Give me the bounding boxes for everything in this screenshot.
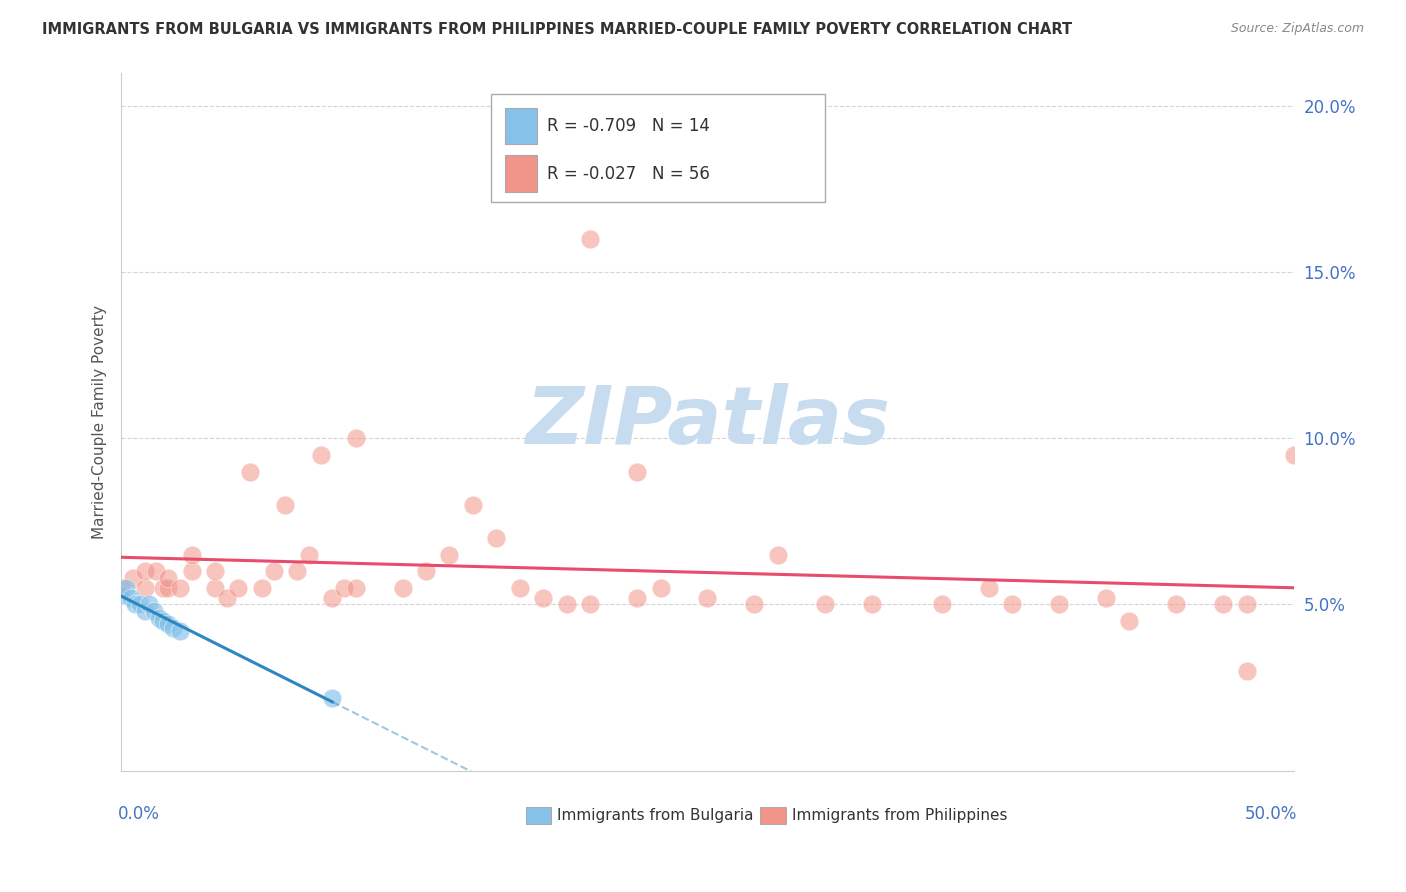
Point	[626, 465, 648, 479]
Text: 50.0%: 50.0%	[1244, 805, 1298, 823]
Point	[555, 598, 578, 612]
Point	[157, 581, 180, 595]
Point	[134, 581, 156, 595]
Point	[152, 581, 174, 595]
Point	[321, 690, 343, 705]
Point	[814, 598, 837, 612]
Point	[162, 621, 184, 635]
Point	[120, 591, 142, 605]
Point	[1047, 598, 1070, 612]
Point	[1095, 591, 1118, 605]
Text: IMMIGRANTS FROM BULGARIA VS IMMIGRANTS FROM PHILIPPINES MARRIED-COUPLE FAMILY PO: IMMIGRANTS FROM BULGARIA VS IMMIGRANTS F…	[42, 22, 1073, 37]
Point	[344, 431, 367, 445]
Point	[1212, 598, 1234, 612]
Text: 0.0%: 0.0%	[118, 805, 159, 823]
Point	[1236, 664, 1258, 678]
Point	[263, 564, 285, 578]
Point	[157, 571, 180, 585]
Bar	[526, 807, 551, 824]
Point	[579, 232, 602, 246]
Point	[1118, 614, 1140, 628]
Point	[115, 581, 138, 595]
Point	[239, 465, 262, 479]
Point	[1001, 598, 1024, 612]
Point	[485, 531, 508, 545]
Point	[157, 617, 180, 632]
Point	[333, 581, 356, 595]
Text: ZIPatlas: ZIPatlas	[524, 383, 890, 461]
Point	[626, 591, 648, 605]
Point	[860, 598, 883, 612]
Point	[134, 564, 156, 578]
Point	[169, 624, 191, 638]
Point	[180, 564, 202, 578]
Point	[134, 604, 156, 618]
Bar	[761, 807, 786, 824]
Point	[152, 614, 174, 628]
Point	[531, 591, 554, 605]
Point	[145, 564, 167, 578]
Point	[110, 588, 132, 602]
Point	[344, 581, 367, 595]
Point	[228, 581, 250, 595]
Point	[415, 564, 437, 578]
Text: R = -0.709   N = 14: R = -0.709 N = 14	[547, 117, 710, 135]
Text: Source: ZipAtlas.com: Source: ZipAtlas.com	[1230, 22, 1364, 36]
Text: Immigrants from Bulgaria: Immigrants from Bulgaria	[557, 808, 754, 822]
Point	[509, 581, 531, 595]
Point	[321, 591, 343, 605]
FancyBboxPatch shape	[491, 94, 825, 202]
Bar	[505, 108, 537, 145]
Point	[1236, 598, 1258, 612]
Bar	[505, 155, 537, 192]
Point	[977, 581, 1000, 595]
Point	[1166, 598, 1188, 612]
Point	[391, 581, 413, 595]
Point	[138, 598, 160, 612]
Text: R = -0.027   N = 56: R = -0.027 N = 56	[547, 165, 710, 183]
Point	[180, 548, 202, 562]
Point	[285, 564, 308, 578]
Point	[744, 598, 766, 612]
Y-axis label: Married-Couple Family Poverty: Married-Couple Family Poverty	[93, 305, 107, 539]
Point	[129, 598, 152, 612]
Point	[122, 571, 145, 585]
Text: Immigrants from Philippines: Immigrants from Philippines	[792, 808, 1007, 822]
Point	[110, 581, 132, 595]
Point	[766, 548, 789, 562]
Point	[204, 564, 226, 578]
Point	[931, 598, 953, 612]
Point	[439, 548, 461, 562]
Point	[696, 591, 718, 605]
Point	[143, 604, 166, 618]
Point	[148, 611, 170, 625]
Point	[124, 598, 146, 612]
Point	[169, 581, 191, 595]
Point	[274, 498, 297, 512]
Point	[250, 581, 273, 595]
Point	[110, 581, 132, 595]
Point	[298, 548, 321, 562]
Point	[215, 591, 238, 605]
Point	[1282, 448, 1305, 462]
Point	[204, 581, 226, 595]
Point	[309, 448, 332, 462]
Point	[461, 498, 484, 512]
Point	[579, 598, 602, 612]
Point	[650, 581, 672, 595]
